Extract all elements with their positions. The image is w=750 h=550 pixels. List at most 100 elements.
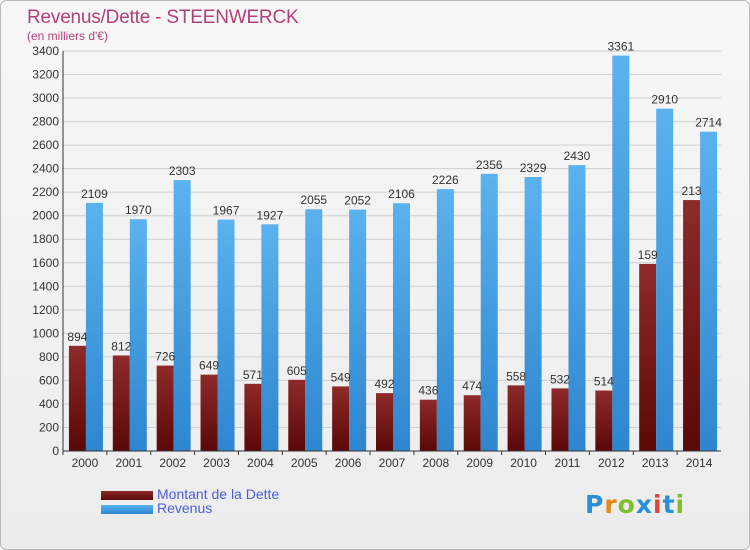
data-label-dette: 436 (418, 384, 438, 398)
data-label-dette: 532 (550, 372, 570, 386)
data-label-dette: 812 (111, 339, 131, 353)
logo-letter: x (635, 490, 653, 519)
y-tick-label: 2800 (32, 115, 59, 129)
data-label-revenus: 2109 (81, 187, 108, 201)
y-tick-label: 600 (39, 373, 59, 387)
bar-revenus (656, 108, 674, 451)
data-label-revenus: 2356 (476, 158, 503, 172)
logo-letter: i (653, 490, 663, 519)
bar-dette (595, 390, 613, 451)
logo-letter: o (617, 490, 636, 519)
bar-dette (419, 399, 437, 451)
data-label-dette: 213 (682, 184, 702, 198)
data-label-dette: 649 (199, 359, 219, 373)
x-tick-label: 2009 (466, 456, 493, 470)
x-tick-label: 2002 (159, 456, 186, 470)
y-tick-label: 1800 (32, 232, 59, 246)
data-label-revenus: 1967 (213, 204, 240, 218)
chart-title: Revenus/Dette - STEENWERCK (27, 7, 299, 28)
y-tick-label: 0 (52, 444, 59, 458)
bar-revenus (568, 165, 586, 451)
data-label-dette: 726 (155, 350, 175, 364)
x-tick-label: 2011 (555, 456, 581, 470)
data-label-dette: 894 (67, 330, 87, 344)
x-tick-label: 2013 (642, 456, 669, 470)
y-tick-label: 3000 (32, 91, 59, 105)
bar-dette (68, 345, 86, 451)
x-tick-label: 2004 (247, 456, 274, 470)
data-label-revenus: 2910 (651, 93, 678, 107)
y-tick-label: 1600 (32, 256, 59, 270)
bar-dette (551, 388, 569, 451)
bar-dette (112, 355, 130, 451)
x-tick-label: 2012 (598, 456, 625, 470)
legend-swatch-revenus (101, 505, 153, 514)
y-tick-label: 1400 (32, 279, 59, 293)
logo-letter: i (675, 490, 686, 519)
bar-dette (244, 383, 262, 451)
x-tick-label: 2000 (72, 456, 99, 470)
logo-letter: t (662, 490, 676, 519)
bar-dette (376, 393, 393, 451)
y-tick-label: 800 (39, 350, 59, 364)
legend-swatch-dette (101, 491, 153, 500)
bar-dette (463, 395, 481, 451)
data-label-dette: 492 (374, 377, 394, 391)
y-tick-label: 2200 (32, 185, 59, 199)
data-label-dette: 514 (594, 375, 614, 389)
data-label-dette: 549 (331, 370, 351, 384)
data-label-revenus: 1970 (125, 203, 152, 217)
x-tick-label: 2014 (686, 456, 713, 470)
y-tick-label: 200 (39, 420, 59, 434)
x-tick-label: 2001 (115, 456, 142, 470)
bar-revenus (436, 189, 454, 451)
bar-revenus (305, 209, 323, 451)
x-tick-label: 2006 (335, 456, 362, 470)
data-label-revenus: 2430 (564, 149, 591, 163)
bar-revenus (524, 177, 542, 451)
data-label-dette: 159 (638, 248, 658, 262)
bar-revenus (217, 219, 235, 451)
x-tick-label: 2005 (291, 456, 318, 470)
x-tick-label: 2003 (203, 456, 230, 470)
proxiti-logo: Proxiti (585, 490, 685, 519)
data-label-revenus: 2052 (344, 194, 371, 208)
data-label-revenus: 1927 (257, 208, 284, 222)
chart-subtitle: (en milliers d'€) (27, 29, 108, 43)
bar-revenus (261, 224, 279, 451)
bar-revenus (480, 173, 498, 451)
bar-dette (156, 365, 174, 451)
logo-letter: P (585, 490, 605, 519)
y-tick-label: 3400 (32, 44, 59, 58)
bar-dette (639, 263, 657, 451)
logo-letter: r (604, 490, 618, 519)
bar-dette (683, 200, 701, 451)
legend-label-revenus: Revenus (157, 500, 213, 516)
bar-revenus (85, 202, 103, 451)
y-tick-label: 3200 (32, 68, 59, 82)
data-label-dette: 605 (287, 364, 307, 378)
data-label-dette: 474 (462, 379, 482, 393)
y-tick-label: 400 (39, 397, 59, 411)
y-tick-label: 1200 (32, 303, 59, 317)
y-tick-label: 2000 (32, 209, 59, 223)
bar-revenus (612, 55, 630, 452)
y-tick-label: 1000 (32, 326, 59, 340)
data-label-revenus: 2106 (388, 187, 415, 201)
x-tick-label: 2010 (510, 456, 537, 470)
bar-dette (332, 386, 350, 451)
x-tick-label: 2007 (379, 456, 406, 470)
y-tick-label: 2400 (32, 162, 59, 176)
bar-revenus (700, 131, 718, 452)
bar-revenus (349, 209, 367, 451)
data-label-revenus: 2303 (169, 164, 196, 178)
bar-revenus (393, 203, 410, 451)
x-tick-label: 2008 (423, 456, 450, 470)
legend-label-dette: Montant de la Dette (157, 486, 280, 502)
bar-dette (200, 374, 218, 451)
y-tick-label: 2600 (32, 138, 59, 152)
data-label-revenus: 2329 (520, 161, 547, 175)
data-label-revenus: 3361 (607, 40, 634, 54)
